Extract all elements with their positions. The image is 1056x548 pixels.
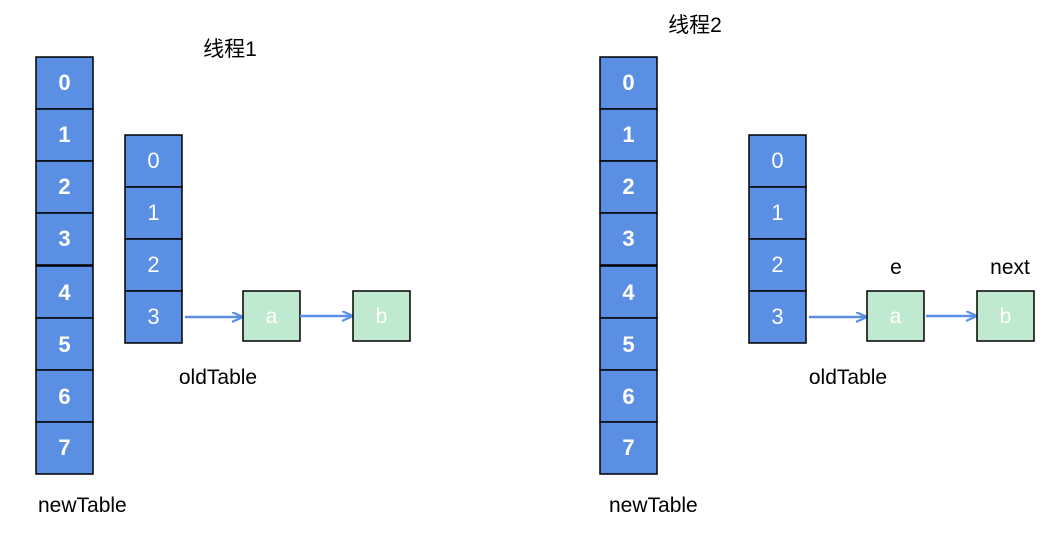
svg-text:6: 6	[58, 384, 70, 409]
panel-title: 线程2	[668, 14, 722, 37]
new-table-cell: 7	[35, 421, 94, 475]
list-node: a	[866, 290, 925, 342]
new-table-cell: 5	[35, 317, 94, 371]
new-table-cell: 2	[35, 160, 94, 214]
svg-text:1: 1	[771, 200, 783, 225]
new-table-cell: 3	[599, 212, 658, 266]
svg-text:0: 0	[771, 148, 783, 173]
svg-text:2: 2	[147, 252, 159, 277]
panel-thread-2: 线程2 0 1 2 3 4	[599, 14, 1035, 517]
list-node: b	[352, 290, 411, 342]
new-table-cell: 2	[599, 160, 658, 214]
old-table-cell: 3	[748, 290, 807, 344]
svg-text:b: b	[376, 305, 388, 328]
pointer-label-e: e	[890, 256, 902, 279]
new-table-cell: 6	[599, 369, 658, 423]
new-table-label: newTable	[38, 494, 127, 517]
svg-text:7: 7	[622, 435, 634, 460]
svg-text:0: 0	[58, 70, 70, 95]
new-table-cell: 0	[599, 56, 658, 110]
new-table-cell: 0	[35, 56, 94, 110]
new-table-cell: 1	[599, 108, 658, 162]
old-table-cell: 2	[748, 238, 807, 292]
svg-text:5: 5	[622, 332, 634, 357]
new-table-cell: 6	[35, 369, 94, 423]
new-table: 0 1 2 3 4 5 6	[599, 56, 658, 475]
old-table: 0 1 2 3	[124, 134, 183, 344]
new-table-cell: 7	[599, 421, 658, 475]
svg-text:a: a	[266, 305, 278, 328]
old-table-label: oldTable	[809, 366, 887, 389]
new-table-cell: 4	[599, 265, 658, 319]
old-table-cell: 3	[124, 290, 183, 344]
old-table-cell: 1	[748, 186, 807, 240]
svg-text:3: 3	[58, 226, 70, 251]
list-node: a	[242, 290, 301, 342]
old-table: 0 1 2 3	[748, 134, 807, 344]
svg-text:5: 5	[58, 332, 70, 357]
svg-text:b: b	[1000, 305, 1012, 328]
old-table-cell: 2	[124, 238, 183, 292]
svg-text:2: 2	[771, 252, 783, 277]
old-table-cell: 1	[124, 186, 183, 240]
svg-text:3: 3	[771, 304, 783, 329]
svg-text:2: 2	[58, 174, 70, 199]
old-table-cell: 0	[124, 134, 183, 188]
old-table-cell: 0	[748, 134, 807, 188]
svg-text:3: 3	[147, 304, 159, 329]
new-table-cell: 3	[35, 212, 94, 266]
panel-thread-1: 线程1 0 1 2 3 4	[35, 38, 411, 517]
svg-text:7: 7	[58, 435, 70, 460]
new-table-cell: 4	[35, 265, 94, 319]
pointer-label-next: next	[990, 256, 1030, 279]
svg-text:0: 0	[622, 70, 634, 95]
new-table-cell: 5	[599, 317, 658, 371]
svg-text:1: 1	[58, 122, 70, 147]
svg-text:0: 0	[147, 148, 159, 173]
svg-text:3: 3	[622, 226, 634, 251]
new-table: 0 1 2 3 4 5 6	[35, 56, 94, 475]
svg-text:1: 1	[147, 200, 159, 225]
list-node: b	[976, 290, 1035, 342]
new-table-label: newTable	[609, 494, 698, 517]
svg-text:1: 1	[622, 122, 634, 147]
svg-text:2: 2	[622, 174, 634, 199]
svg-text:a: a	[890, 305, 902, 328]
svg-text:4: 4	[622, 280, 635, 305]
svg-text:4: 4	[58, 280, 71, 305]
panel-title: 线程1	[203, 38, 257, 61]
svg-text:6: 6	[622, 384, 634, 409]
old-table-label: oldTable	[179, 366, 257, 389]
new-table-cell: 1	[35, 108, 94, 162]
